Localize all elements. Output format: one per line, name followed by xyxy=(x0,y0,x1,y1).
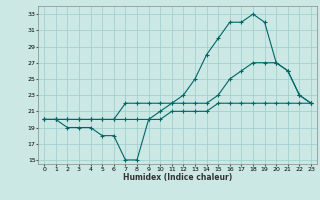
X-axis label: Humidex (Indice chaleur): Humidex (Indice chaleur) xyxy=(123,173,232,182)
